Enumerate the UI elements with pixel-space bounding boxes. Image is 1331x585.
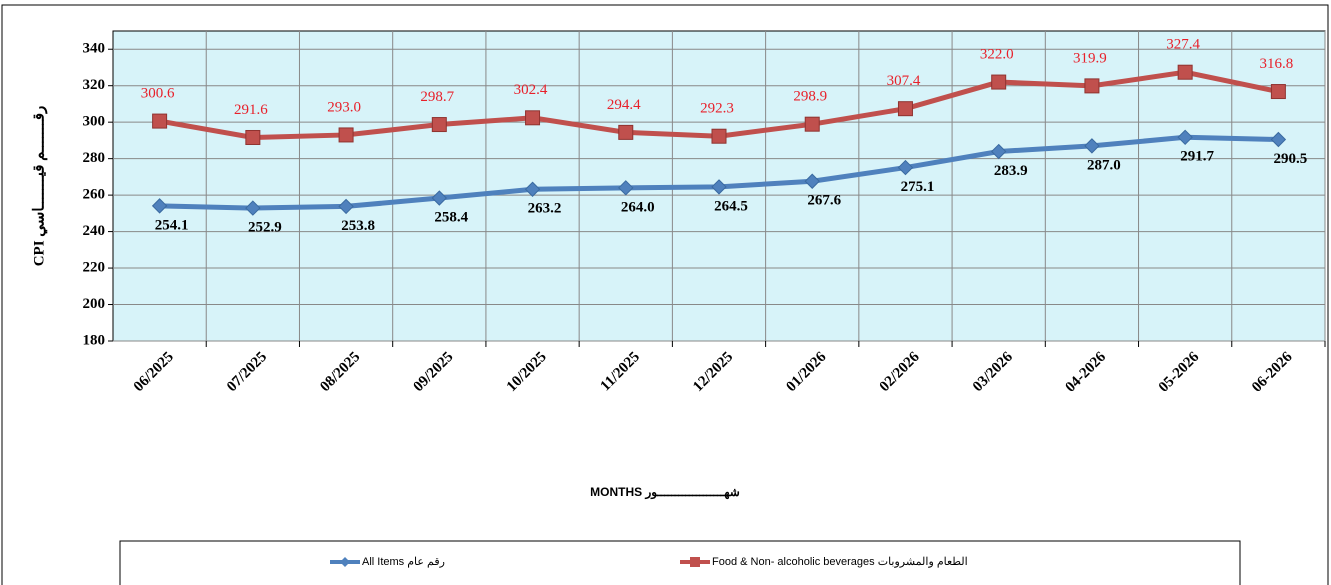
marker: [1177, 64, 1193, 80]
data-label: 327.4: [1166, 37, 1200, 53]
data-label: 294.4: [607, 97, 641, 113]
marker: [990, 143, 1007, 160]
data-label: 298.9: [793, 89, 827, 105]
data-label: 258.4: [434, 209, 468, 225]
data-label: 319.9: [1073, 50, 1107, 66]
data-label: 275.1: [901, 179, 935, 195]
y-tick-label: 320: [83, 77, 106, 93]
marker: [804, 116, 820, 132]
marker: [525, 110, 541, 126]
data-label: 291.7: [1180, 149, 1214, 165]
x-tick-label: 04-2026: [1063, 349, 1110, 396]
data-label: 287.0: [1087, 157, 1121, 173]
data-label: 290.5: [1274, 151, 1308, 167]
data-label: 292.3: [700, 101, 734, 117]
x-tick-label: 06/2025: [131, 349, 177, 395]
data-label: 263.2: [528, 201, 562, 217]
marker: [431, 117, 447, 133]
marker: [245, 200, 261, 216]
x-tick-label: 11/2025: [598, 349, 643, 394]
marker: [338, 127, 354, 143]
data-label: 316.8: [1260, 56, 1294, 72]
y-tick-label: 200: [83, 296, 106, 312]
data-label: 300.6: [141, 86, 175, 102]
x-tick-label: 12/2025: [690, 349, 736, 395]
data-label: 254.1: [155, 217, 189, 233]
x-tick-label: 03/2026: [970, 349, 1016, 395]
data-label: 264.0: [621, 199, 655, 215]
y-tick-label: 260: [83, 187, 106, 203]
x-tick-label: 05-2026: [1156, 349, 1203, 396]
x-tick-label: 06-2026: [1249, 349, 1296, 396]
marker: [711, 179, 727, 195]
marker: [804, 173, 820, 189]
y-tick-label: 340: [83, 41, 106, 57]
data-label: 264.5: [714, 198, 748, 214]
marker: [1270, 84, 1286, 100]
x-tick-label: 02/2026: [877, 349, 923, 395]
data-label: 307.4: [887, 73, 921, 89]
marker: [431, 190, 448, 206]
marker: [338, 198, 354, 215]
x-tick-label: 08/2025: [317, 349, 363, 395]
marker: [152, 113, 168, 129]
y-tick-label: 300: [83, 114, 106, 130]
marker: [1084, 138, 1100, 154]
x-tick-label: 10/2025: [504, 349, 550, 395]
y-axis-label: CPI رقـــــــم قيـــــــاسي: [31, 106, 48, 267]
marker: [245, 129, 261, 145]
data-label: 252.9: [248, 220, 282, 236]
x-tick-label: 01/2026: [783, 349, 829, 395]
data-label: 283.9: [994, 163, 1028, 179]
y-tick-label: 180: [83, 332, 106, 348]
data-label: 322.0: [980, 46, 1014, 62]
x-tick-label: 09/2025: [410, 349, 456, 395]
x-axis-label: MONTHS شهـــــــــــــــــــور: [590, 485, 740, 500]
legend-label: Food & Non- alcoholic beverages الطعام و…: [712, 556, 968, 568]
y-tick-label: 220: [83, 259, 106, 275]
x-tick-label: 07/2025: [224, 349, 270, 395]
legend-label: All Items رقم عام: [362, 556, 445, 568]
marker: [618, 180, 634, 196]
marker: [897, 101, 913, 117]
marker: [1084, 78, 1100, 94]
data-label: 293.0: [327, 99, 361, 115]
marker: [711, 128, 727, 144]
marker: [991, 74, 1007, 90]
legend-marker: [340, 557, 350, 567]
data-label: 291.6: [234, 102, 268, 118]
data-label: 267.6: [807, 193, 841, 209]
marker: [1177, 129, 1193, 146]
data-label: 302.4: [514, 82, 548, 98]
marker: [524, 181, 541, 197]
marker: [618, 124, 634, 140]
marker: [1270, 131, 1287, 148]
marker: [151, 198, 168, 214]
marker: [897, 159, 914, 176]
frame: [1, 4, 1329, 585]
data-label: 298.7: [420, 89, 454, 105]
y-tick-label: 240: [83, 223, 106, 239]
legend-marker: [690, 557, 700, 567]
y-tick-label: 280: [83, 150, 106, 166]
data-label: 253.8: [341, 218, 375, 234]
